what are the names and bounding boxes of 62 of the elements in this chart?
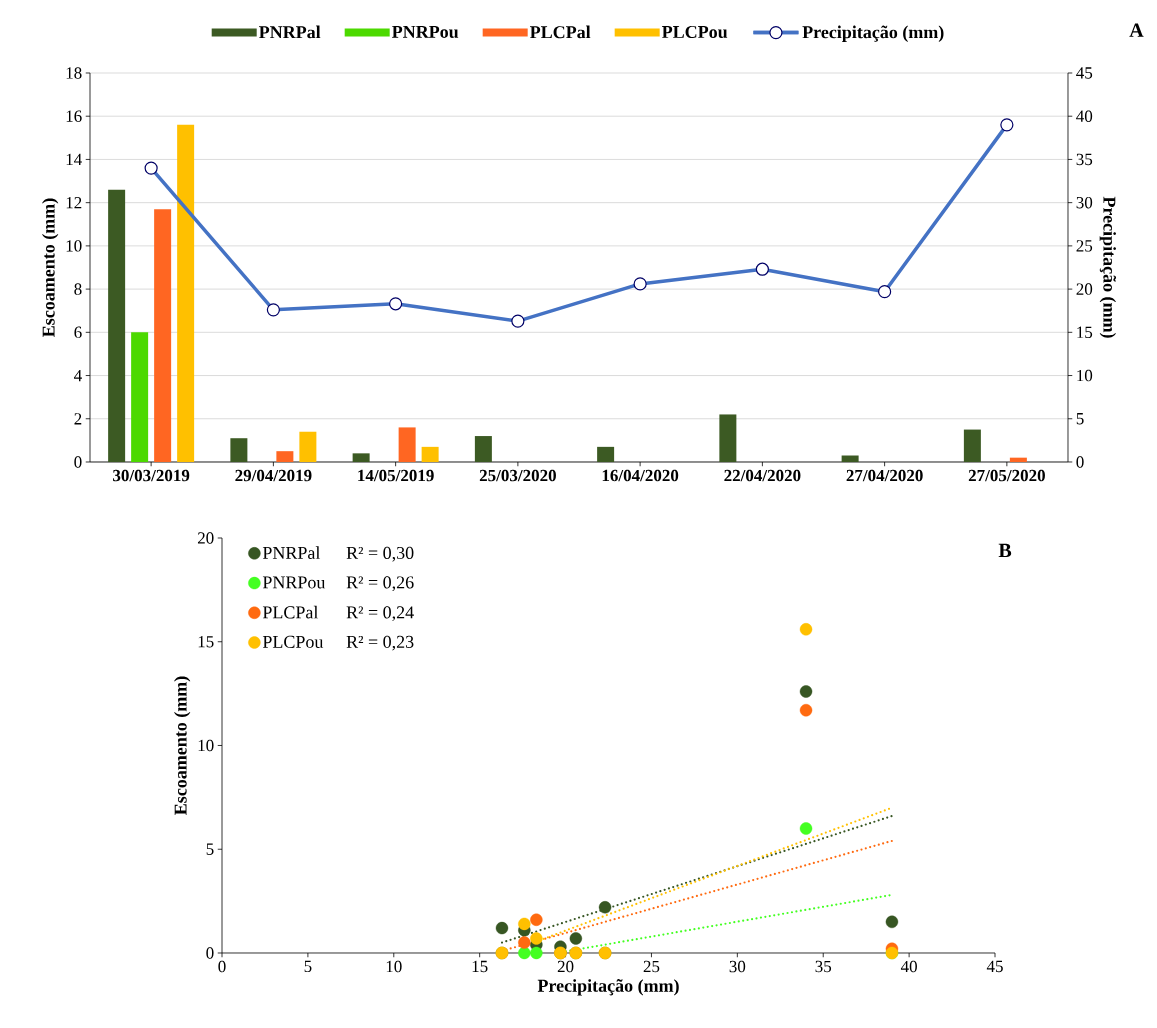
x-tick-label: 14/05/2019 bbox=[358, 469, 434, 482]
x-axis-title: Precipitação (mm) bbox=[537, 979, 679, 996]
y-tick-label: 5 bbox=[206, 843, 214, 855]
y-tick-label: 2 bbox=[74, 413, 82, 425]
x-tick-label: 20 bbox=[557, 960, 574, 973]
annotation: R² = 0,24 bbox=[346, 606, 414, 622]
y-axis-title: Escoamento (mm) bbox=[42, 198, 59, 337]
y-tick-label: 4 bbox=[74, 369, 82, 382]
y-tick-label: 10 bbox=[198, 739, 214, 752]
y2-tick-label: 10 bbox=[1077, 369, 1093, 382]
x-tick-label: 45 bbox=[986, 960, 1003, 973]
y-tick-label: 0 bbox=[206, 947, 214, 959]
y2-tick-label: 25 bbox=[1076, 240, 1093, 252]
legend-label: PLCPou bbox=[661, 25, 728, 39]
x-tick-label: 15 bbox=[472, 960, 488, 973]
legend-label: PNRPal bbox=[262, 546, 321, 559]
y2-tick-label: 20 bbox=[1076, 283, 1093, 295]
legend-label: PLCPal bbox=[262, 605, 319, 619]
y-tick-label: 14 bbox=[66, 153, 82, 166]
y2-tick-label: 45 bbox=[1076, 67, 1093, 79]
y2-tick-label: 30 bbox=[1076, 196, 1093, 209]
x-tick-label: 25/03/2020 bbox=[479, 469, 556, 482]
y2-tick-label: 15 bbox=[1077, 326, 1093, 339]
text: A bbox=[1129, 23, 1144, 37]
x-tick-label: 5 bbox=[304, 960, 312, 973]
x-tick-label: 27/05/2020 bbox=[968, 469, 1045, 482]
x-tick-label: 30/03/2019 bbox=[113, 469, 190, 482]
annotation: R² = 0,26 bbox=[346, 576, 414, 592]
x-tick-label: 30 bbox=[729, 960, 746, 973]
legend-label: PNRPal bbox=[259, 25, 321, 39]
x-tick-label: 27/04/2020 bbox=[846, 469, 923, 482]
x-tick-label: 10 bbox=[386, 960, 402, 973]
y-tick-label: 12 bbox=[66, 197, 82, 209]
legend-label: PLCPou bbox=[262, 635, 324, 648]
y-tick-label: 15 bbox=[198, 636, 214, 648]
x-tick-label: 40 bbox=[900, 960, 917, 973]
x-tick-label: 16/04/2020 bbox=[602, 469, 679, 482]
y-tick-label: 16 bbox=[66, 110, 82, 122]
y-tick-label: 18 bbox=[66, 67, 82, 79]
y-tick-label: 20 bbox=[197, 532, 214, 544]
y-tick-label: 0 bbox=[74, 456, 82, 468]
legend-label: PNRPou bbox=[392, 25, 459, 38]
y2-tick-label: 40 bbox=[1076, 110, 1093, 122]
annotation: R² = 0,30 bbox=[346, 546, 414, 562]
legend-label: PNRPou bbox=[262, 576, 326, 589]
y2-tick-label: 5 bbox=[1076, 413, 1084, 425]
x-tick-label: 25 bbox=[643, 960, 660, 973]
y-axis-title: Escoamento (mm) bbox=[174, 676, 191, 815]
x-tick-label: 22/04/2020 bbox=[724, 469, 801, 482]
text: B bbox=[998, 543, 1012, 558]
y2-axis-title: Precipitação (mm) bbox=[1099, 196, 1117, 338]
y2-tick-label: 35 bbox=[1076, 153, 1093, 166]
annotation: R² = 0,23 bbox=[346, 635, 414, 651]
y-tick-label: 10 bbox=[66, 240, 82, 252]
legend-label: PLCPal bbox=[530, 25, 591, 39]
y-tick-label: 6 bbox=[74, 326, 82, 339]
y-tick-label: 8 bbox=[74, 283, 82, 295]
y2-tick-label: 0 bbox=[1076, 456, 1084, 468]
x-tick-label: 0 bbox=[218, 960, 226, 973]
x-tick-label: 35 bbox=[815, 960, 832, 973]
x-tick-label: 29/04/2019 bbox=[235, 469, 312, 482]
legend-label: Precipitação (mm) bbox=[802, 25, 944, 42]
